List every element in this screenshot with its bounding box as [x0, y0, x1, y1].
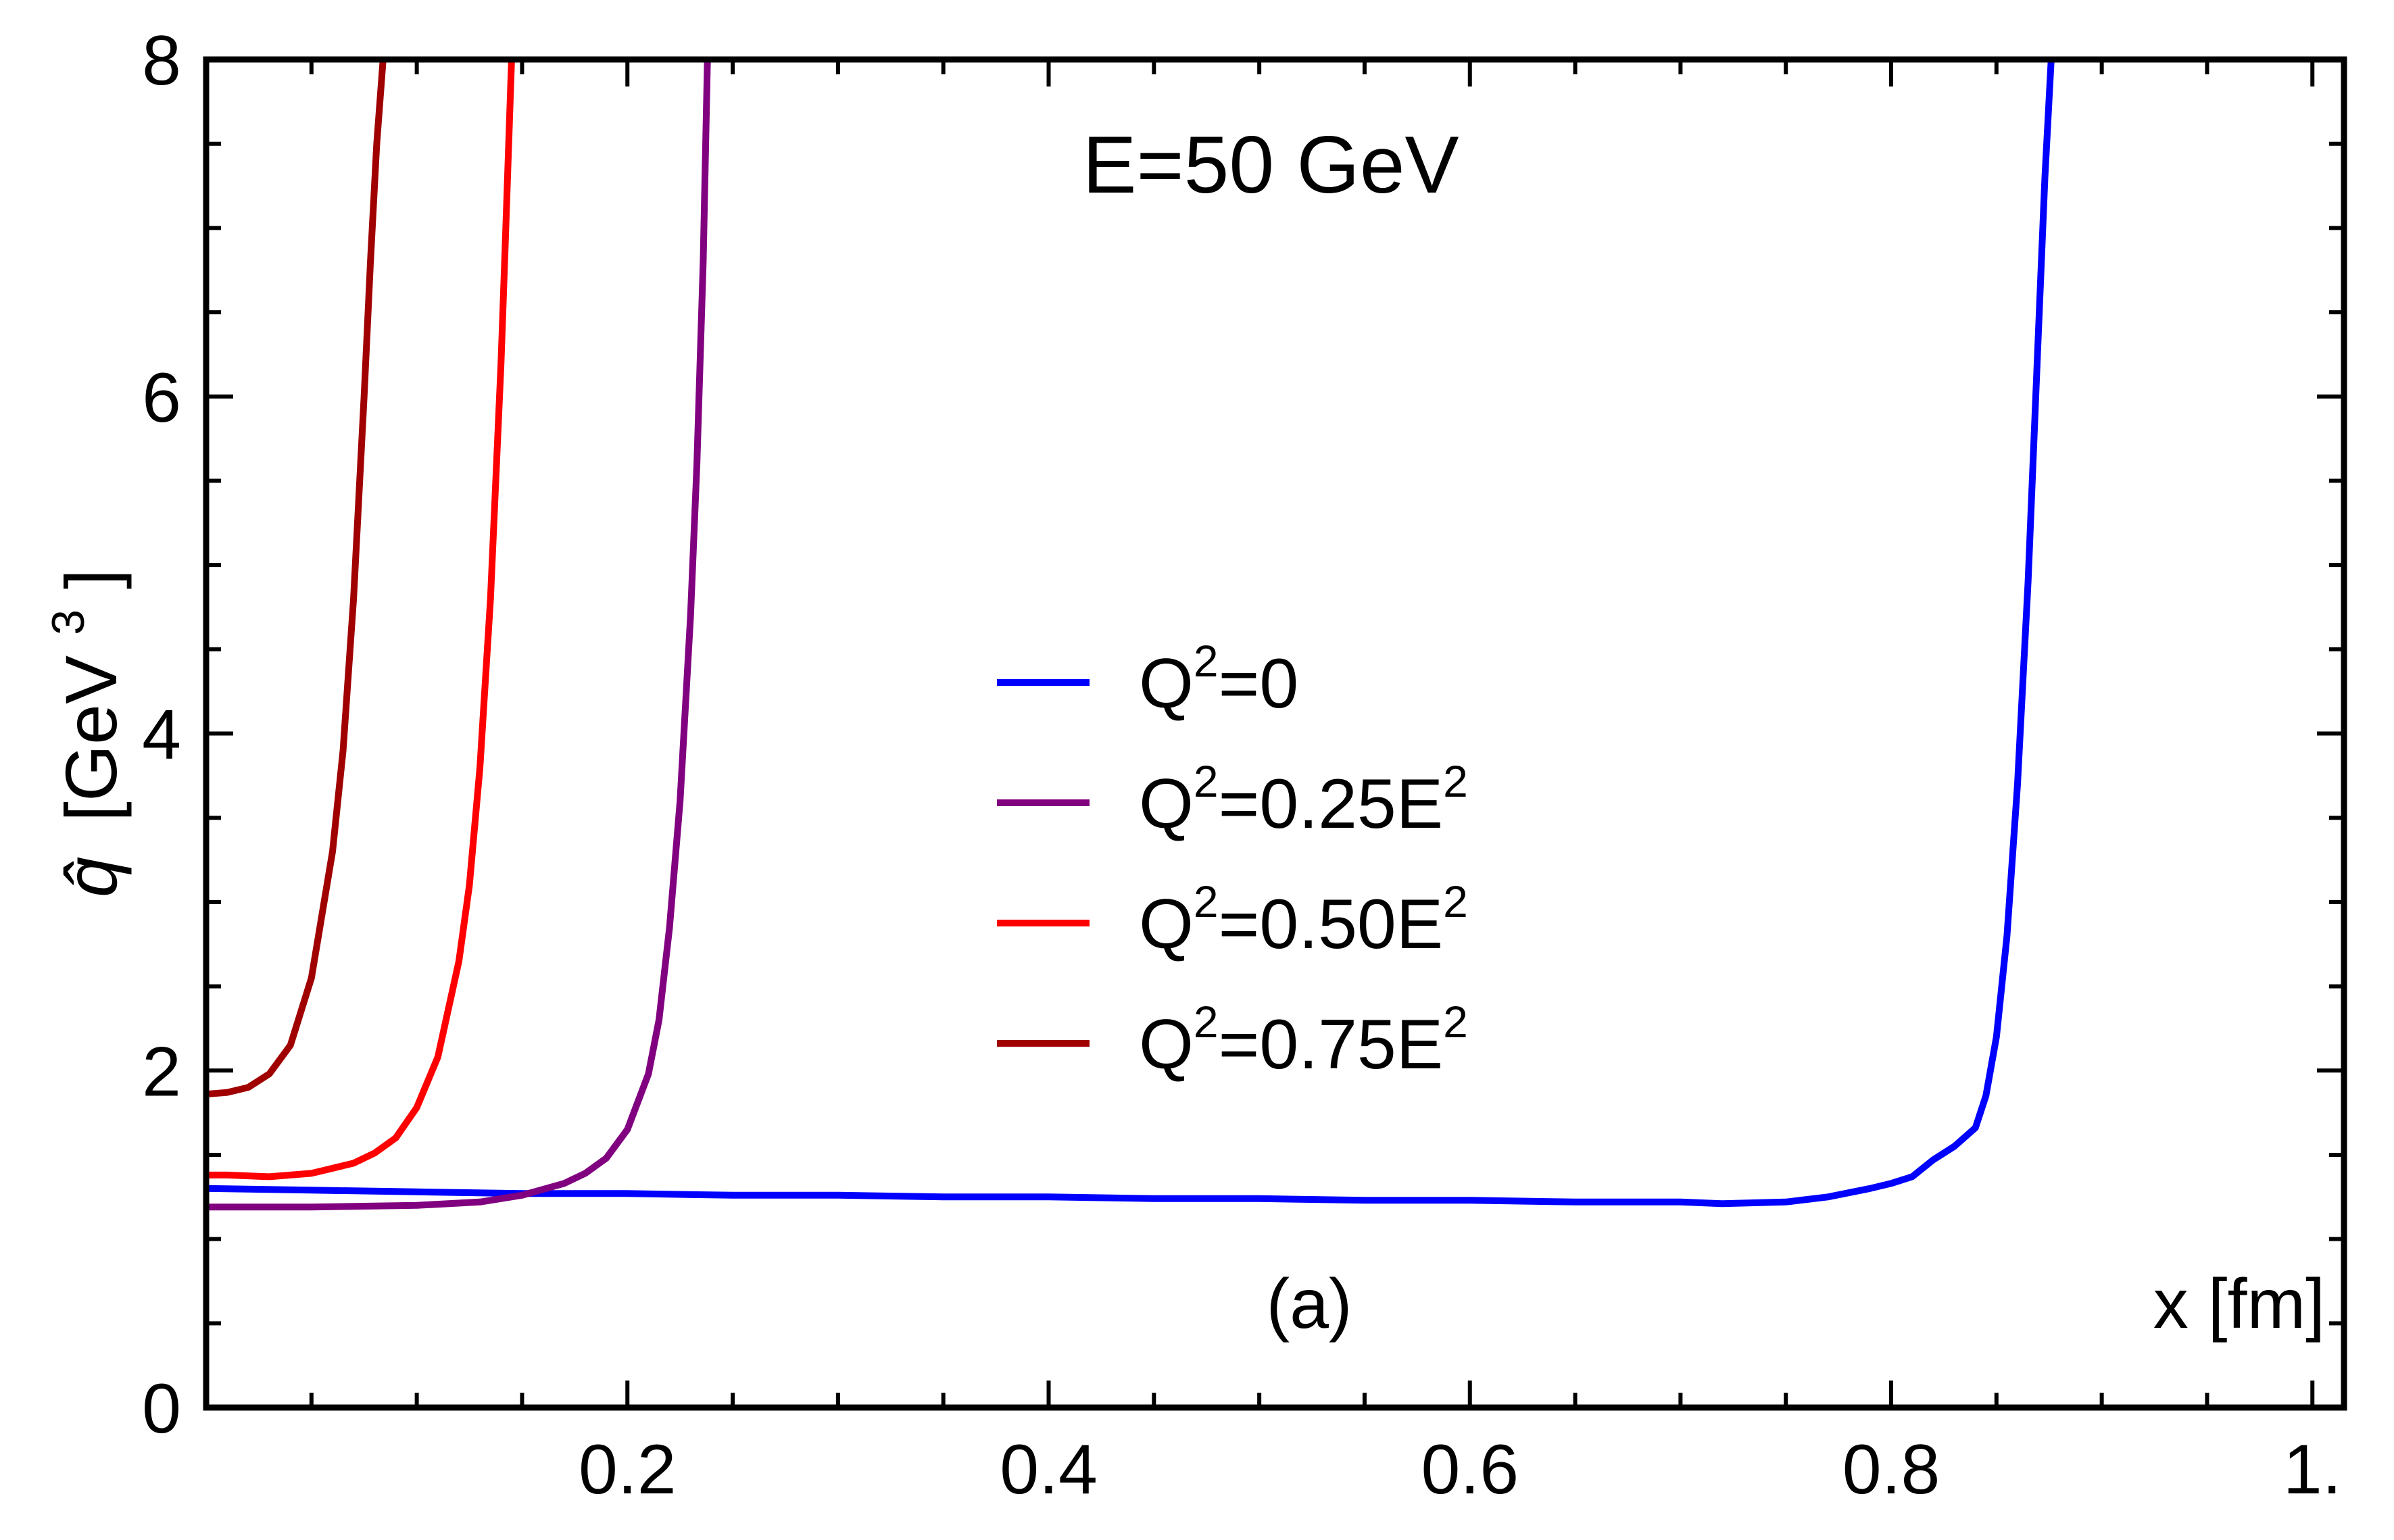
y-tick-label-4: 8: [142, 22, 181, 100]
y-axis-symbol: q̂: [50, 857, 132, 897]
x-tick-label-1: 0.4: [1000, 1431, 1098, 1509]
legend-entry-0: Q2=0: [1139, 636, 1298, 723]
y-axis-label: q̂ [GeV 3 ]: [18, 569, 132, 897]
plot-frame: [203, 56, 2347, 1411]
panel-label: (a): [1266, 1265, 1352, 1343]
tick-labels: 0.2 0.4 0.6 0.8 1. 0 2 4 6 8: [142, 22, 2341, 1509]
chart-title: E=50 GeV: [1082, 120, 1459, 210]
legend: Q2=0 Q2=0.25E2 Q2=0.50E2 Q2=0.75E2: [997, 636, 1468, 1084]
series-line-1: [206, 59, 711, 1211]
y-axis-unit-suffix: ]: [50, 569, 132, 589]
y-tick-label-1: 2: [142, 1033, 181, 1111]
x-tick-label-2: 0.6: [1421, 1431, 1519, 1509]
y-axis-unit-exponent: 3: [43, 610, 94, 635]
y-axis-unit-prefix: [GeV: [50, 655, 132, 822]
x-tick-label-4: 1.: [2283, 1431, 2342, 1509]
legend-entry-3: Q2=0.75E2: [1139, 997, 1468, 1084]
y-tick-label-3: 6: [142, 359, 181, 437]
series-curves: [205, 59, 2055, 1211]
y-tick-label-2: 4: [142, 696, 181, 774]
series-line-0: [205, 59, 2055, 1208]
x-tick-label-3: 0.8: [1842, 1431, 1940, 1509]
legend-entry-2: Q2=0.50E2: [1139, 876, 1468, 964]
series-line-2: [206, 59, 515, 1181]
x-axis-label: x [fm]: [2153, 1265, 2325, 1343]
legend-entry-1: Q2=0.25E2: [1139, 756, 1468, 843]
svg-text:q̂ [GeV 3 ]: q̂ [GeV 3 ]: [18, 569, 132, 897]
series-line-3: [205, 59, 387, 1098]
y-tick-label-0: 0: [142, 1370, 181, 1448]
x-tick-label-0: 0.2: [579, 1431, 677, 1509]
